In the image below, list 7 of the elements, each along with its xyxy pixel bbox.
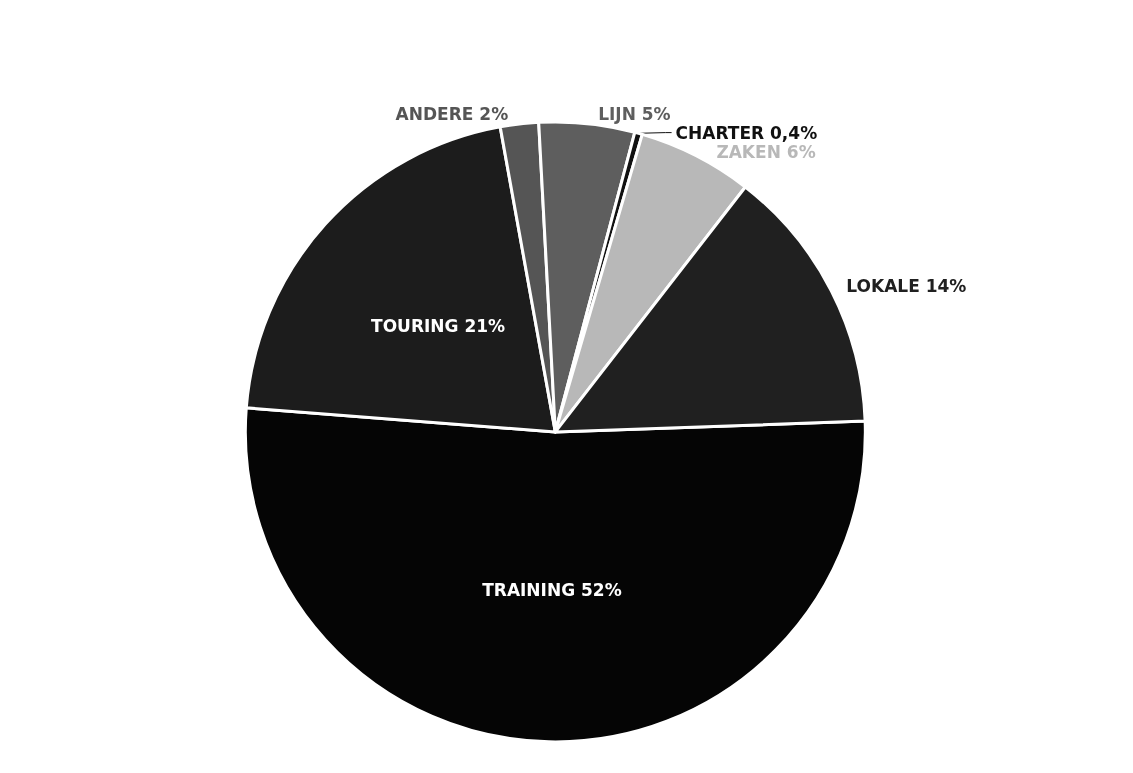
slice-label: ANDERE 2%	[395, 104, 509, 125]
slice-label: LOKALE 14%	[846, 276, 967, 297]
slice-label: TRAINING 52%	[482, 579, 622, 600]
slice-label: CHARTER 0,4%	[675, 122, 818, 143]
slice-label: TOURING 21%	[371, 315, 506, 336]
slice-label: ZAKEN 6%	[716, 141, 816, 162]
slice-label: LIJN 5%	[598, 103, 671, 124]
